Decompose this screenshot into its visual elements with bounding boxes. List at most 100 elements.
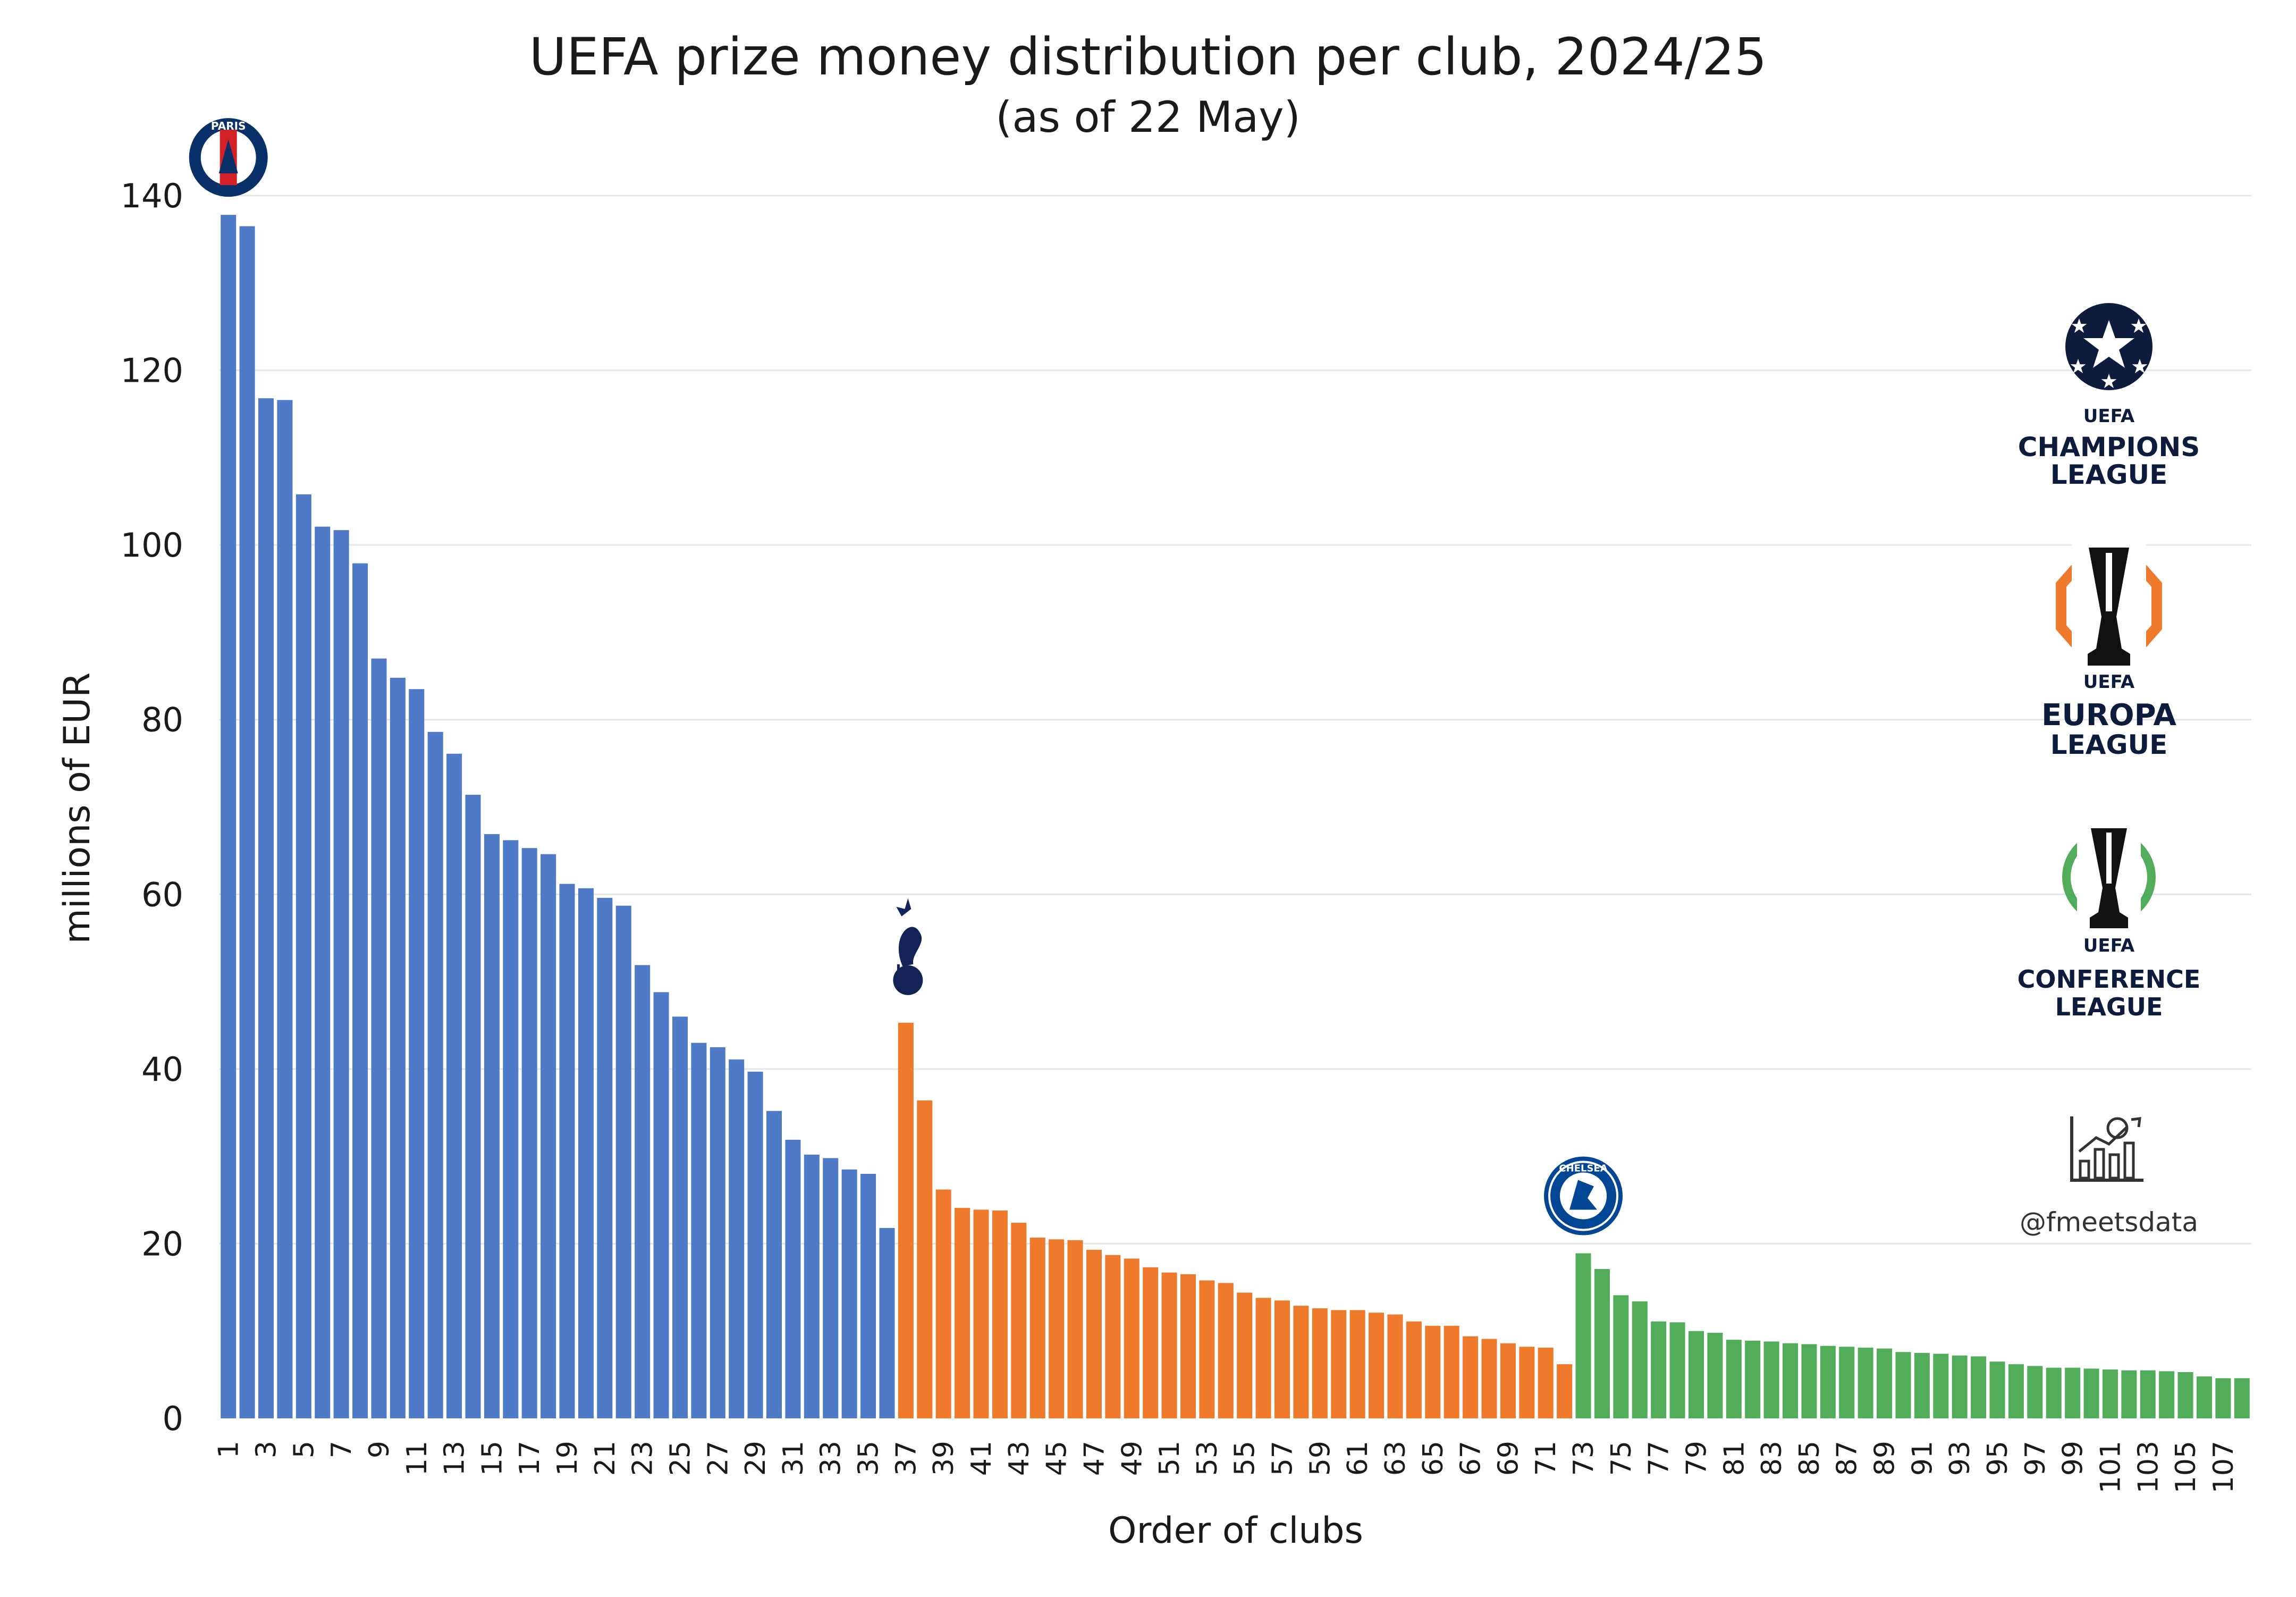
bar-club-85 <box>1801 1344 1817 1418</box>
bar-club-80 <box>1707 1333 1723 1418</box>
bar-club-105 <box>2177 1372 2193 1418</box>
bar-club-24 <box>653 992 669 1418</box>
bar-club-69 <box>1500 1343 1516 1418</box>
bar-club-34 <box>841 1169 857 1418</box>
bar-club-99 <box>2065 1367 2081 1418</box>
uefa-label-el: UEFA <box>2083 671 2135 693</box>
x-tick-label-61: 61 <box>1342 1441 1374 1476</box>
y-tick-label-140: 140 <box>121 176 183 215</box>
x-tick-label-37: 37 <box>890 1441 922 1476</box>
bar-club-59 <box>1312 1308 1328 1418</box>
bar-club-3 <box>258 398 274 1418</box>
x-tick-label-97: 97 <box>2020 1441 2052 1476</box>
bar-club-15 <box>484 834 500 1418</box>
bar-club-88 <box>1858 1347 1873 1418</box>
bar-club-60 <box>1331 1310 1347 1418</box>
y-tick-label-20: 20 <box>141 1224 183 1263</box>
x-tick-label-63: 63 <box>1380 1441 1412 1476</box>
series-3 <box>1575 1253 2250 1418</box>
x-tick-label-51: 51 <box>1154 1441 1186 1476</box>
club-badges: PARIS CHELSEA <box>189 118 1623 1235</box>
bar-club-61 <box>1349 1310 1365 1418</box>
x-tick-label-99: 99 <box>2057 1441 2089 1476</box>
bar-club-23 <box>635 965 651 1418</box>
bar-club-51 <box>1161 1272 1177 1418</box>
bars <box>221 215 2250 1419</box>
x-tick-label-87: 87 <box>1831 1441 1863 1476</box>
bar-club-37 <box>898 1022 914 1418</box>
bar-club-70 <box>1519 1347 1535 1418</box>
x-tick-label-77: 77 <box>1643 1441 1675 1476</box>
bar-club-65 <box>1425 1325 1441 1418</box>
x-tick-label-45: 45 <box>1041 1441 1073 1476</box>
x-tick-label-91: 91 <box>1906 1441 1938 1476</box>
bar-club-58 <box>1293 1306 1309 1418</box>
europa-trophy-icon <box>2056 542 2162 670</box>
bar-club-97 <box>2027 1366 2043 1418</box>
x-tick-label-65: 65 <box>1417 1441 1449 1476</box>
bar-club-108 <box>2234 1378 2250 1418</box>
bar-club-42 <box>992 1211 1008 1418</box>
bar-club-48 <box>1105 1255 1121 1418</box>
bar-club-62 <box>1369 1313 1385 1418</box>
bar-club-25 <box>672 1016 688 1418</box>
bar-club-50 <box>1143 1267 1159 1418</box>
bar-club-6 <box>315 526 331 1418</box>
bar-club-79 <box>1688 1331 1704 1418</box>
bar-club-92 <box>1933 1354 1949 1418</box>
x-tick-label-49: 49 <box>1116 1441 1148 1476</box>
x-tick-label-69: 69 <box>1492 1441 1524 1476</box>
legend-ecl-line1: CONFERENCE <box>2018 965 2201 994</box>
legend-entry-europa-league: UEFA EUROPA LEAGUE <box>2041 542 2177 760</box>
y-tick-label-0: 0 <box>163 1399 183 1438</box>
x-tick-label-43: 43 <box>1003 1441 1035 1476</box>
bar-club-10 <box>390 677 406 1418</box>
bar-club-100 <box>2083 1368 2099 1418</box>
bar-club-107 <box>2215 1378 2231 1418</box>
chelsea-badge-icon: CHELSEA <box>1544 1156 1623 1235</box>
bar-club-28 <box>729 1059 745 1418</box>
bar-club-77 <box>1651 1321 1667 1418</box>
x-tick-label-19: 19 <box>552 1441 584 1476</box>
x-tick-label-107: 107 <box>2208 1441 2240 1493</box>
x-tick-label-55: 55 <box>1229 1441 1261 1476</box>
bar-club-83 <box>1763 1341 1779 1418</box>
bar-club-1 <box>221 215 237 1418</box>
uefa-label-ecl: UEFA <box>2083 935 2135 956</box>
bar-club-86 <box>1820 1346 1836 1418</box>
watermark-handle: @fmeetsdata <box>2020 1207 2198 1238</box>
x-tick-label-103: 103 <box>2132 1441 2164 1493</box>
bar-club-76 <box>1632 1301 1648 1418</box>
bar-club-5 <box>296 494 311 1418</box>
bar-club-96 <box>2008 1364 2024 1418</box>
x-tick-label-17: 17 <box>514 1441 546 1476</box>
x-tick-label-5: 5 <box>288 1441 320 1458</box>
x-tick-label-25: 25 <box>664 1441 696 1476</box>
bar-club-56 <box>1255 1298 1271 1418</box>
x-tick-label-31: 31 <box>778 1441 809 1476</box>
bar-club-81 <box>1726 1340 1742 1418</box>
bar-club-57 <box>1274 1300 1290 1418</box>
x-tick-label-105: 105 <box>2170 1441 2202 1493</box>
bar-club-41 <box>973 1209 989 1418</box>
x-tick-label-59: 59 <box>1304 1441 1336 1476</box>
bar-club-103 <box>2140 1370 2156 1418</box>
x-tick-label-85: 85 <box>1794 1441 1826 1476</box>
bar-club-73 <box>1575 1253 1591 1418</box>
bar-club-8 <box>352 563 368 1418</box>
x-tick-label-67: 67 <box>1455 1441 1487 1476</box>
legend-ecl-line2: LEAGUE <box>2055 993 2163 1021</box>
x-tick-label-89: 89 <box>1869 1441 1901 1476</box>
bar-club-32 <box>804 1154 820 1418</box>
bar-club-19 <box>559 884 575 1418</box>
legend-entry-conference-league: UEFA CONFERENCE LEAGUE <box>2018 824 2201 1021</box>
x-tick-label-75: 75 <box>1606 1441 1637 1476</box>
series-2 <box>898 1022 1573 1418</box>
x-tick-label-73: 73 <box>1568 1441 1600 1476</box>
y-axis-ticks: 0 20 40 60 80 100 120 140 <box>121 176 183 1438</box>
bar-club-87 <box>1839 1347 1855 1418</box>
bar-club-53 <box>1199 1280 1215 1418</box>
x-tick-label-39: 39 <box>928 1441 960 1476</box>
x-tick-label-53: 53 <box>1192 1441 1223 1476</box>
bar-club-27 <box>710 1047 725 1418</box>
